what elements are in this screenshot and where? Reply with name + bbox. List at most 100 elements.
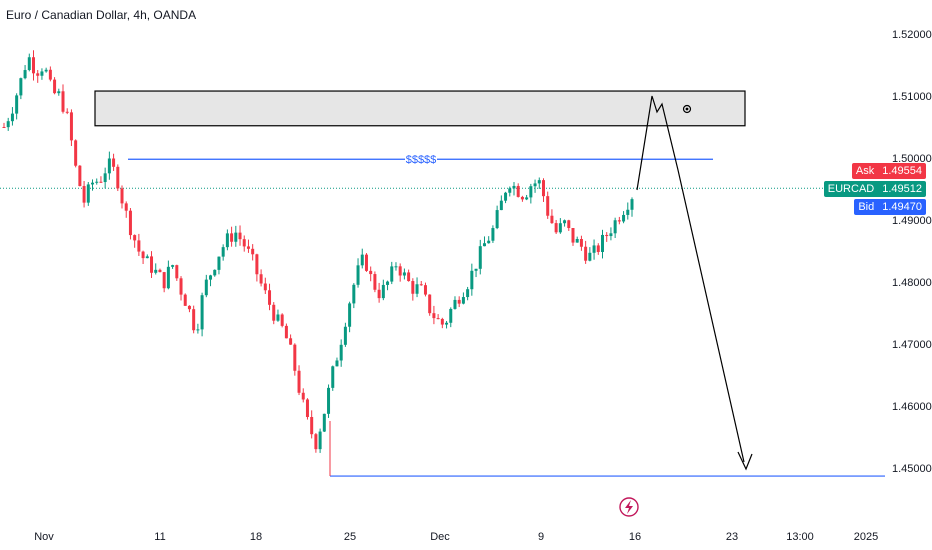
candle-body — [377, 289, 381, 299]
candle-body — [356, 265, 360, 285]
candle-body — [360, 254, 364, 266]
candle-body — [453, 299, 457, 309]
candle-body — [343, 326, 347, 345]
candle-body — [234, 232, 238, 242]
candle-body — [116, 166, 120, 189]
candlestick-series — [2, 50, 634, 453]
candle-body — [107, 158, 111, 174]
candle-body — [246, 246, 250, 249]
candle-body — [166, 266, 170, 289]
candle-body — [259, 274, 263, 284]
candle-body — [626, 209, 630, 215]
candle-body — [386, 281, 390, 285]
candle-body — [196, 329, 200, 331]
price-tick-label: 1.50000 — [892, 153, 932, 165]
candle-body — [133, 235, 137, 241]
candle-body — [74, 140, 78, 166]
candle-body — [440, 318, 444, 325]
candle-body — [550, 215, 554, 224]
candle-body — [461, 297, 465, 304]
candle-body — [53, 79, 57, 94]
candle-body — [209, 275, 213, 280]
candle-body — [622, 214, 626, 222]
bid-price-tag: Bid 1.49470 — [854, 199, 926, 215]
candle-body — [82, 186, 86, 203]
candle-body — [213, 269, 217, 276]
candle-body — [335, 360, 339, 367]
candle-body — [6, 121, 10, 128]
candle-body — [91, 182, 95, 185]
candle-body — [478, 246, 482, 269]
candle-body — [95, 181, 99, 183]
candle-body — [537, 180, 541, 184]
candle-body — [415, 284, 419, 294]
candle-body — [529, 186, 533, 198]
candle-body — [32, 57, 36, 74]
liquidity-label: $$$$$ — [406, 154, 437, 166]
candle-body — [171, 265, 175, 267]
price-tick-label: 1.47000 — [892, 339, 932, 351]
supply-zone[interactable] — [94, 90, 746, 127]
candle-body — [423, 285, 427, 295]
candle-body — [61, 91, 65, 112]
price-tick-label: 1.48000 — [892, 277, 932, 289]
candle-body — [348, 303, 352, 327]
price-tick-label: 1.49000 — [892, 215, 932, 227]
candle-body — [516, 185, 520, 197]
candle-body — [27, 57, 31, 71]
candle-body — [15, 95, 19, 114]
time-tick-label: 23 — [726, 531, 738, 543]
candle-body — [137, 240, 141, 252]
time-tick-label: 9 — [538, 531, 544, 543]
candle-body — [86, 184, 90, 203]
candle-body — [2, 127, 6, 128]
price-axis[interactable]: 1.52000 1.51000 1.50000 1.49000 1.48000 1.470… — [892, 29, 932, 475]
time-tick-label: Dec — [430, 531, 450, 543]
candle-body — [445, 322, 449, 325]
candle-body — [411, 281, 415, 294]
ask-value: 1.49554 — [878, 163, 926, 179]
candle-body — [179, 278, 183, 295]
candle-body — [491, 228, 495, 241]
flash-icon-bolt — [625, 500, 633, 514]
time-tick-label: 11 — [154, 531, 165, 543]
ask-label: Ask — [851, 163, 879, 179]
bid-label: Bid — [854, 199, 879, 215]
candle-body — [432, 313, 436, 319]
candle-body — [436, 318, 440, 320]
candle-body — [390, 266, 394, 282]
candle-body — [65, 111, 69, 113]
candle-body — [466, 289, 470, 298]
candle-body — [508, 188, 512, 193]
candle-body — [373, 274, 377, 290]
candle-body — [145, 256, 149, 259]
candle-body — [600, 234, 604, 252]
candle-body — [128, 210, 132, 236]
projection-path[interactable] — [636, 95, 753, 471]
symbol-label: EURCAD — [823, 181, 879, 197]
candle-body — [217, 256, 221, 270]
price-tick-label: 1.46000 — [892, 401, 932, 413]
candle-body — [369, 270, 373, 275]
candle-body — [579, 238, 583, 247]
time-axis[interactable]: Nov 11 18 25 Dec 9 16 23 13:00 2025 — [34, 497, 878, 543]
candle-body — [10, 113, 14, 122]
projection-line — [636, 95, 745, 463]
candle-body — [596, 245, 600, 252]
candle-body — [470, 270, 474, 290]
candle-body — [57, 91, 61, 94]
candle-body — [504, 192, 508, 201]
candle-body — [289, 338, 293, 345]
candle-body — [327, 387, 331, 414]
candle-body — [230, 233, 234, 242]
projection-arrowhead — [737, 451, 753, 471]
candle-body — [301, 392, 305, 400]
candle-body — [381, 284, 385, 299]
candle-body — [630, 199, 634, 210]
candle-body — [263, 283, 267, 291]
candle-body — [331, 366, 335, 388]
candle-body — [398, 266, 402, 276]
horizontal-levels[interactable]: $$$$$ — [128, 154, 885, 477]
candle-body — [183, 294, 187, 306]
